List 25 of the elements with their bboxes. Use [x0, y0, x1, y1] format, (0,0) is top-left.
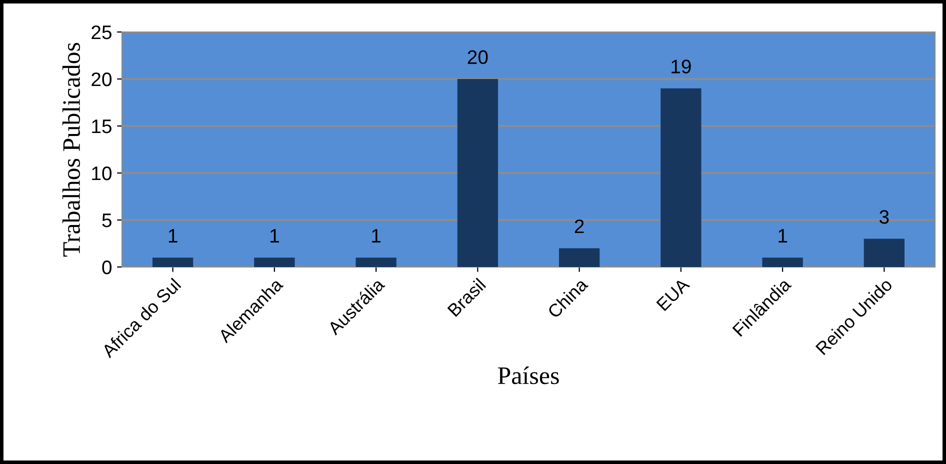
data-label: 2 — [574, 219, 584, 234]
bar — [457, 79, 498, 267]
data-label: 1 — [168, 229, 178, 242]
bar — [152, 258, 194, 267]
bar — [864, 238, 905, 267]
data-label: 20 — [468, 50, 488, 64]
bar — [762, 258, 803, 267]
x-tick-label: EUA — [656, 277, 690, 312]
y-tick-label: 20 — [92, 72, 112, 86]
y-tick-label: 5 — [102, 214, 112, 228]
y-tick-label: 0 — [102, 260, 112, 274]
data-label: 1 — [270, 229, 279, 242]
data-label: 19 — [672, 60, 691, 74]
y-tick-label: 15 — [92, 120, 112, 134]
data-label: 3 — [880, 210, 889, 224]
y-axis-title: Trabalhos Publicados — [62, 42, 80, 257]
bar — [558, 248, 600, 267]
data-label: 1 — [778, 229, 788, 242]
bar — [254, 258, 295, 267]
bar — [660, 88, 702, 267]
y-tick-label: 25 — [92, 25, 112, 40]
x-axis-title: Países — [498, 366, 559, 384]
data-label: 1 — [372, 229, 381, 242]
y-tick-label: 10 — [92, 166, 112, 180]
bar — [356, 258, 396, 267]
